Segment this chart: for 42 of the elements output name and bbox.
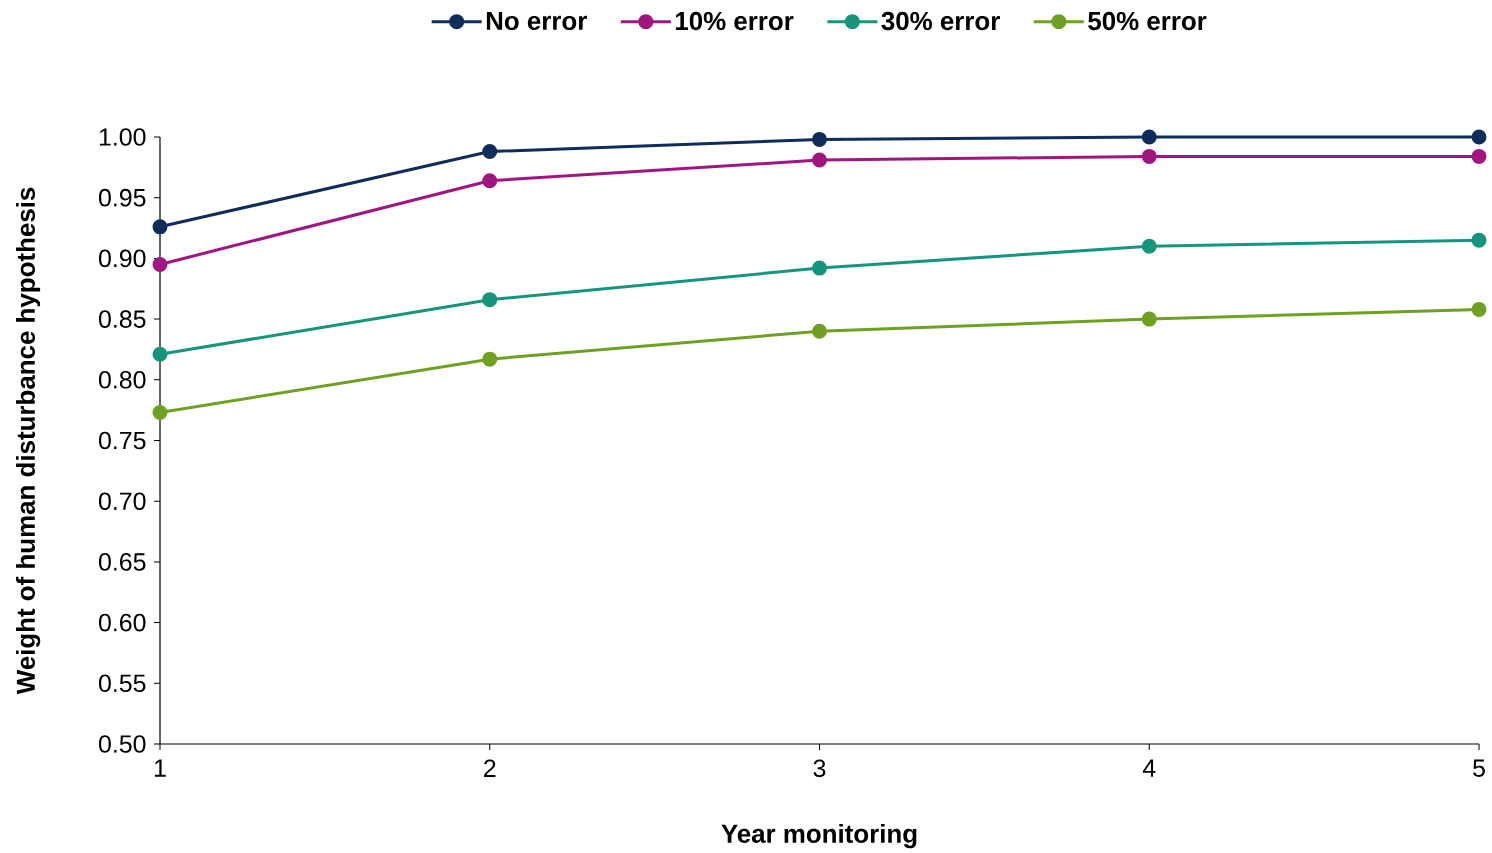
x-axis-title: Year monitoring <box>721 823 917 849</box>
x-tick-label: 3 <box>813 759 826 778</box>
y-tick-label: 0.50 <box>98 735 146 753</box>
point <box>152 219 168 235</box>
point <box>1141 311 1157 327</box>
point <box>812 260 827 276</box>
y-tick-label: 0.85 <box>98 310 146 328</box>
point <box>152 346 168 362</box>
point <box>1141 148 1157 164</box>
point <box>482 292 498 308</box>
point <box>812 323 827 339</box>
point <box>152 405 168 421</box>
point <box>152 256 168 272</box>
y-tick-label: 1.00 <box>99 128 146 146</box>
x-tick-label: 2 <box>484 759 496 777</box>
point <box>1141 129 1157 145</box>
point <box>1141 238 1157 254</box>
y-tick-label: 0.60 <box>98 613 146 632</box>
x-tick-label: 4 <box>1142 759 1156 777</box>
x-tick-label: 5 <box>1473 759 1485 777</box>
point <box>1471 148 1487 164</box>
y-tick-label: 0.55 <box>98 674 146 693</box>
x-tick-label: 1 <box>154 759 166 777</box>
legend-label: 10% error <box>675 11 794 31</box>
legend-label: No error <box>486 11 587 31</box>
point <box>812 131 827 147</box>
y-tick-label: 0.75 <box>98 431 146 450</box>
point <box>1471 129 1487 145</box>
point <box>1471 232 1487 248</box>
y-tick-label: 0.90 <box>98 249 146 268</box>
point <box>482 351 498 367</box>
y-tick-label: 0.65 <box>98 553 146 571</box>
y-tick-label: 0.70 <box>98 492 146 511</box>
y-tick-label: 0.95 <box>98 188 146 207</box>
legend-label: 30% error <box>881 11 1000 31</box>
point <box>812 152 827 168</box>
point <box>482 144 498 160</box>
y-axis-title: Weight of human disturbance hypothesis <box>15 187 41 695</box>
legend-label: 50% error <box>1088 11 1207 31</box>
point <box>1471 301 1487 317</box>
y-tick-label: 0.80 <box>98 370 146 389</box>
point <box>482 173 498 189</box>
